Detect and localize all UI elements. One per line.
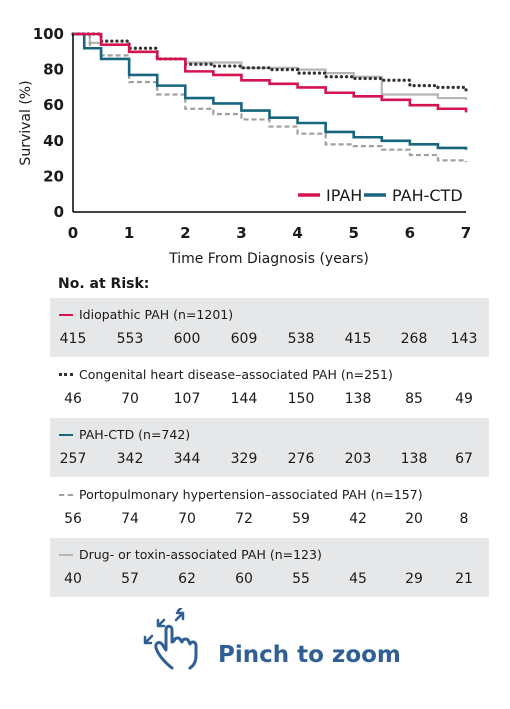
risk-value-cell: 344 (173, 451, 201, 467)
risk-value-cell: 21 (455, 571, 473, 587)
risk-value-cell: 329 (230, 451, 258, 467)
risk-value-cell: 276 (287, 451, 315, 467)
risk-row-label: Idiopathic PAH (n=1201) (59, 307, 233, 322)
risk-value-cell: 70 (178, 511, 196, 527)
x-axis-label: Time From Diagnosis (years) (168, 251, 369, 267)
risk-row-values: 257 342 344 329 276 203 138 67 (50, 451, 489, 471)
risk-value-cell: 415 (59, 331, 87, 347)
survival-chart: 0 1 2 3 4 5 6 7 0 20 40 60 80 100 Survival (%) Time F… (18, 25, 471, 267)
risk-row-label: Portopulmonary hypertension–associated P… (59, 487, 423, 502)
series-line-ipah (73, 32, 468, 113)
risk-row-label-text: PAH-CTD (n=742) (79, 427, 191, 442)
legend-label-ipah: IPAH (326, 186, 362, 205)
x-tick-label: 4 (292, 224, 302, 242)
risk-row-label-text: Portopulmonary hypertension–associated P… (79, 487, 423, 502)
risk-value-cell: 143 (450, 331, 478, 347)
y-tick-label: 100 (33, 25, 64, 43)
x-tick-label: 5 (348, 224, 358, 242)
risk-row: Portopulmonary hypertension–associated P… (50, 478, 489, 537)
risk-row-swatch (59, 433, 73, 436)
risk-value-cell: 268 (400, 331, 428, 347)
risk-value-cell: 60 (235, 571, 253, 587)
risk-value-cell: 56 (64, 511, 82, 527)
pinch-hand-icon (143, 608, 198, 670)
series-line-series-3 (73, 32, 468, 163)
risk-row: PAH-CTD (n=742) 257 342 344 329 276 203 138 67 (50, 418, 489, 477)
x-tick-label: 2 (180, 224, 190, 242)
risk-value-cell: 415 (344, 331, 372, 347)
risk-value-cell: 55 (292, 571, 310, 587)
risk-row-values: 415 553 600 609 538 415 268 143 (50, 331, 489, 351)
y-tick-label: 20 (43, 167, 64, 185)
risk-value-cell: 74 (121, 511, 139, 527)
risk-value-cell: 138 (400, 451, 428, 467)
risk-row-swatch (59, 553, 73, 556)
risk-value-cell: 72 (235, 511, 253, 527)
risk-row-label: Drug- or toxin-associated PAH (n=123) (59, 547, 322, 562)
risk-row-label-text: Drug- or toxin-associated PAH (n=123) (79, 547, 322, 562)
risk-value-cell: 57 (121, 571, 139, 587)
risk-row: Congenital heart disease–associated PAH … (50, 358, 489, 417)
x-tick-label: 0 (68, 224, 78, 242)
risk-value-cell: 600 (173, 331, 201, 347)
x-tick-label: 1 (124, 224, 134, 242)
risk-value-cell: 62 (178, 571, 196, 587)
risk-value-cell: 29 (405, 571, 423, 587)
risk-value-cell: 40 (64, 571, 82, 587)
risk-row-label-text: Idiopathic PAH (n=1201) (79, 307, 234, 322)
risk-value-cell: 70 (121, 391, 139, 407)
risk-value-cell: 46 (64, 391, 82, 407)
risk-value-cell: 609 (230, 331, 258, 347)
risk-value-cell: 150 (287, 391, 315, 407)
risk-row-values: 40 57 62 60 55 45 29 21 (50, 571, 489, 591)
risk-value-cell: 342 (116, 451, 144, 467)
risk-value-cell: 49 (455, 391, 473, 407)
pinch-to-zoom-label: Pinch to zoom (218, 642, 401, 668)
risk-row-values: 46 70 107 144 150 138 85 49 (50, 391, 489, 411)
x-tick-label: 6 (405, 224, 415, 242)
y-tick-label: 40 (43, 132, 64, 150)
risk-row-label-text: Congenital heart disease–associated PAH … (79, 367, 393, 382)
risk-row-swatch (59, 373, 73, 376)
y-tick-label: 0 (54, 203, 64, 221)
risk-value-cell: 20 (405, 511, 423, 527)
risk-table-title: No. at Risk: (58, 276, 150, 292)
pinch-to-zoom-hint: Pinch to zoom (140, 608, 410, 670)
risk-value-cell: 553 (116, 331, 144, 347)
risk-value-cell: 8 (459, 511, 469, 527)
y-axis-label: Survival (%) (18, 80, 34, 165)
risk-value-cell: 67 (455, 451, 473, 467)
risk-row: Idiopathic PAH (n=1201) 415 553 600 609 538 41… (50, 298, 489, 357)
risk-value-cell: 257 (59, 451, 87, 467)
risk-value-cell: 45 (349, 571, 367, 587)
risk-value-cell: 138 (344, 391, 372, 407)
risk-row-label: PAH-CTD (n=742) (59, 427, 190, 442)
risk-value-cell: 59 (292, 511, 310, 527)
x-tick-label: 7 (461, 224, 471, 242)
legend-label-pah-ctd: PAH-CTD (392, 186, 463, 205)
x-tick-label: 3 (236, 224, 246, 242)
risk-row: Drug- or toxin-associated PAH (n=123) 40 5… (50, 538, 489, 597)
risk-value-cell: 203 (344, 451, 372, 467)
y-tick-label: 80 (43, 61, 64, 79)
risk-value-cell: 42 (349, 511, 367, 527)
risk-value-cell: 144 (230, 391, 258, 407)
risk-value-cell: 107 (173, 391, 201, 407)
risk-value-cell: 85 (405, 391, 423, 407)
risk-row-label: Congenital heart disease–associated PAH … (59, 367, 393, 382)
risk-row-values: 56 74 70 72 59 42 20 8 (50, 511, 489, 531)
risk-row-swatch (59, 313, 73, 316)
series-line-pah-ctd (73, 32, 468, 150)
risk-row-swatch (59, 493, 73, 496)
legend: IPAH PAH-CTD (298, 186, 463, 205)
risk-value-cell: 538 (287, 331, 315, 347)
y-tick-label: 60 (43, 96, 64, 114)
